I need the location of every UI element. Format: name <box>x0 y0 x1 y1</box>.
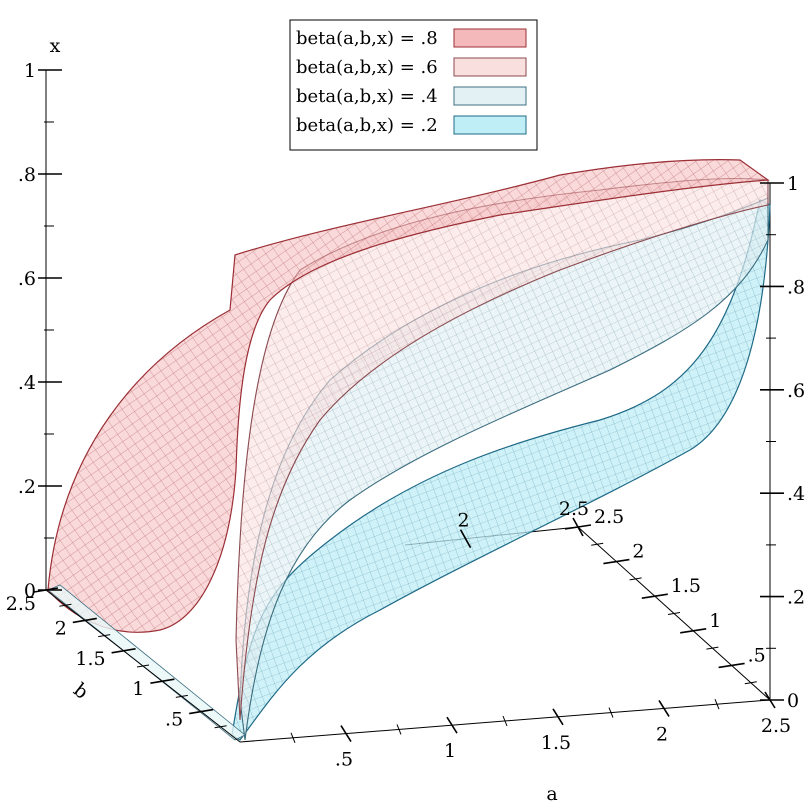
right-z-ticks: 0 .2 .4 .6 .8 1 <box>760 173 805 712</box>
a-tick-label: 2 <box>656 723 668 745</box>
b-tick-label: .5 <box>165 709 183 731</box>
a-tick <box>764 691 776 709</box>
right-z-tick-label: .4 <box>787 483 805 505</box>
back-b-tick <box>641 593 668 599</box>
back-b-minor-tick <box>667 612 681 615</box>
b-tick <box>111 648 136 654</box>
z-tick-label: .6 <box>18 268 36 290</box>
b-tick-label: 1.5 <box>75 648 105 670</box>
back-a-tick <box>459 529 472 549</box>
legend-swatch <box>453 115 527 135</box>
surface-level-0.8 <box>47 159 770 633</box>
z-tick-label: 0 <box>24 580 36 602</box>
b-tick <box>72 617 97 624</box>
legend-label: beta(a,b,x) = .8 <box>296 28 438 49</box>
b-minor-tick <box>175 694 188 698</box>
a-minor-tick <box>502 715 508 727</box>
a-axis-ticks: .5 1 1.5 2 2.5 <box>290 691 791 771</box>
legend-swatch <box>453 28 527 48</box>
surface-level-0.6 <box>235 177 769 721</box>
a-minor-tick <box>396 724 402 735</box>
left-z-ticks: 0 .2 .4 .6 .8 1 <box>18 60 62 602</box>
a-axis-title: a <box>546 783 557 805</box>
back-b-minor-tick <box>706 646 719 650</box>
back-b-minor-tick <box>629 577 642 581</box>
back-b-axis-ticks: .5 1 1.5 2 2.5 <box>564 506 766 685</box>
legend-label: beta(a,b,x) = .4 <box>296 86 438 107</box>
b-minor-tick <box>214 725 227 729</box>
z-axis-title: x <box>50 35 61 57</box>
back-b-tick <box>718 662 745 669</box>
z-tick-label: .4 <box>18 372 36 394</box>
z-tick-label: .8 <box>18 164 36 186</box>
z-tick-label: .2 <box>18 476 36 498</box>
right-z-tick-label: .2 <box>787 587 805 609</box>
back-b-minor-tick <box>744 681 757 685</box>
back-b-tick-label: 2.5 <box>594 506 624 528</box>
right-z-tick-label: .8 <box>787 276 805 298</box>
a-minor-tick <box>290 732 296 743</box>
legend-swatch <box>453 86 527 106</box>
b-tick <box>33 587 59 593</box>
a-minor-tick <box>714 699 720 710</box>
b-minor-tick <box>59 603 72 607</box>
a-tick-label: 1 <box>444 740 456 762</box>
back-b-tick <box>603 558 630 565</box>
back-b-tick <box>680 628 707 634</box>
a-tick-label: 1.5 <box>541 732 571 754</box>
legend-label: beta(a,b,x) = .2 <box>296 115 438 136</box>
b-tick <box>150 678 175 684</box>
back-b-tick <box>564 524 592 530</box>
floor-sheet <box>47 584 246 741</box>
back-b-tick-label: 1.5 <box>671 575 701 597</box>
back-b-tick-label: 2 <box>632 541 644 563</box>
b-tick-label: 1 <box>132 678 144 700</box>
b-axis-ticks: .5 1 1.5 2 2.5 <box>6 587 227 731</box>
a-minor-tick <box>608 707 614 718</box>
back-b-tick-label: .5 <box>748 644 766 666</box>
back-a-tick-label: 2 <box>458 510 470 532</box>
b-tick <box>189 708 214 715</box>
b-tick-label: 2 <box>55 617 67 639</box>
legend-swatch <box>453 57 527 77</box>
surfaces <box>47 159 771 741</box>
legend-label: beta(a,b,x) = .6 <box>296 57 438 78</box>
legend: beta(a,b,x) = .8 beta(a,b,x) = .6 beta(a,b… <box>289 19 538 151</box>
back-a-tick-label: 2.5 <box>559 498 589 520</box>
right-z-tick-label: 0 <box>787 690 799 712</box>
z-tick-label: 1 <box>24 60 36 82</box>
a-tick-label: 2.5 <box>761 715 791 737</box>
b-minor-tick <box>98 634 111 638</box>
a-tick-label: .5 <box>335 749 353 771</box>
a-tick <box>446 716 458 734</box>
b-minor-tick <box>136 664 150 668</box>
b-axis-title: b <box>69 679 92 704</box>
right-z-tick-label: 1 <box>787 173 799 195</box>
back-b-tick-label: 1 <box>709 610 721 632</box>
a-tick <box>340 725 352 743</box>
b-tick-label: 2.5 <box>6 593 36 615</box>
a-tick <box>552 708 564 726</box>
right-z-tick-label: .6 <box>787 380 805 402</box>
back-b-minor-tick <box>591 542 604 546</box>
a-tick <box>658 699 670 717</box>
